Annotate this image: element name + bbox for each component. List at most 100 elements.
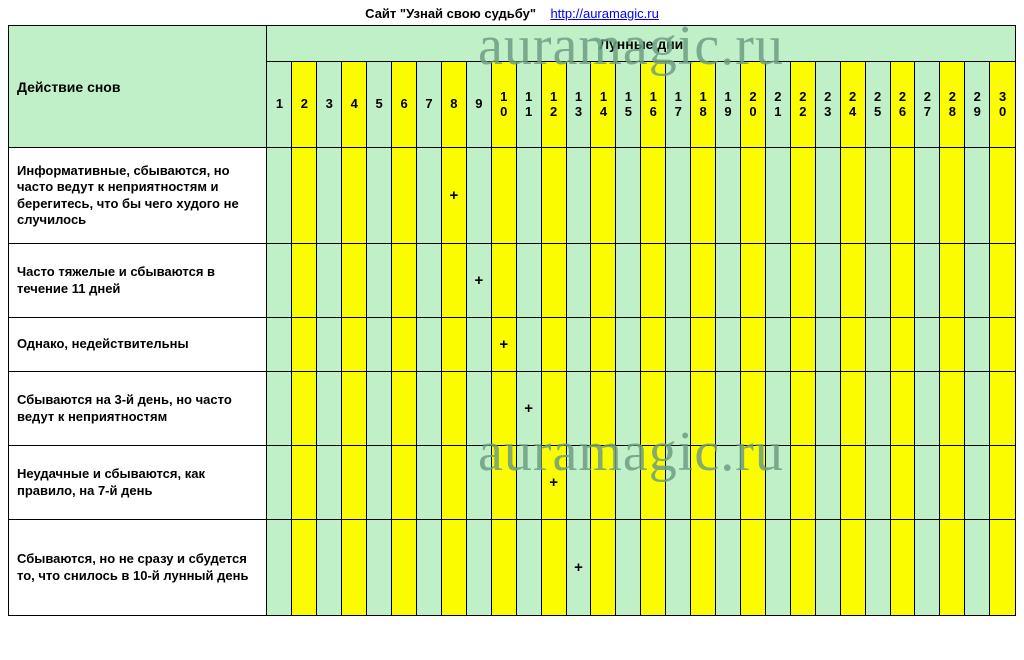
- day-header-13: 13: [566, 62, 591, 148]
- cell: [541, 318, 566, 372]
- cell: [915, 446, 940, 520]
- cell: [965, 520, 990, 616]
- cell: [392, 446, 417, 520]
- cell: [392, 148, 417, 244]
- cell: [541, 148, 566, 244]
- day-header-25: 25: [865, 62, 890, 148]
- cell: [516, 244, 541, 318]
- cell: [666, 520, 691, 616]
- cell: [666, 244, 691, 318]
- cell: [591, 520, 616, 616]
- day-header-8: 8: [441, 62, 466, 148]
- cell: [342, 148, 367, 244]
- day-header-5: 5: [367, 62, 392, 148]
- day-header-11: 11: [516, 62, 541, 148]
- site-link[interactable]: http://auramagic.ru: [550, 6, 658, 21]
- lunar-table: Действие снов Лунные дни 123456789101112…: [8, 25, 1016, 616]
- cell: [840, 446, 865, 520]
- day-header-9: 9: [466, 62, 491, 148]
- cell: [616, 372, 641, 446]
- cell: [292, 520, 317, 616]
- cell: +: [541, 446, 566, 520]
- cell: [890, 244, 915, 318]
- cell: [965, 318, 990, 372]
- cell: [666, 446, 691, 520]
- day-header-18: 18: [691, 62, 716, 148]
- cell: [441, 520, 466, 616]
- day-header-19: 19: [716, 62, 741, 148]
- cell: [865, 372, 890, 446]
- cell: [541, 244, 566, 318]
- cell: [965, 372, 990, 446]
- cell: [765, 520, 790, 616]
- cell: [566, 318, 591, 372]
- day-header-27: 27: [915, 62, 940, 148]
- cell: [292, 148, 317, 244]
- cell: [417, 244, 442, 318]
- cell: [466, 318, 491, 372]
- table-row: Сбываются на 3-й день, но часто ведут к …: [9, 372, 1016, 446]
- cell: [317, 244, 342, 318]
- cell: [716, 244, 741, 318]
- cell: [466, 520, 491, 616]
- cell: [566, 148, 591, 244]
- cell: [865, 520, 890, 616]
- cell: [541, 372, 566, 446]
- cell: [591, 148, 616, 244]
- cell: [890, 446, 915, 520]
- cell: [417, 520, 442, 616]
- row-label: Сбываются, но не сразу и сбудется то, чт…: [9, 520, 267, 616]
- day-header-24: 24: [840, 62, 865, 148]
- cell: [641, 148, 666, 244]
- cell: [940, 520, 965, 616]
- cell: [815, 318, 840, 372]
- day-header-10: 10: [491, 62, 516, 148]
- cell: [466, 446, 491, 520]
- cell: [865, 318, 890, 372]
- cell: [940, 318, 965, 372]
- day-header-3: 3: [317, 62, 342, 148]
- cell: [815, 520, 840, 616]
- day-header-29: 29: [965, 62, 990, 148]
- cell: [790, 520, 815, 616]
- table-row: Однако, недействительны+: [9, 318, 1016, 372]
- cell: [865, 244, 890, 318]
- cell: [765, 446, 790, 520]
- cell: [342, 372, 367, 446]
- cell: [516, 446, 541, 520]
- cell: [342, 520, 367, 616]
- cell: [691, 244, 716, 318]
- cell: [815, 446, 840, 520]
- day-header-2: 2: [292, 62, 317, 148]
- cell: [940, 244, 965, 318]
- cell: [965, 446, 990, 520]
- cell: [591, 372, 616, 446]
- table-row: Сбываются, но не сразу и сбудется то, чт…: [9, 520, 1016, 616]
- cell: [267, 520, 292, 616]
- cell: [392, 372, 417, 446]
- cell: [441, 318, 466, 372]
- cell: [616, 244, 641, 318]
- cell: [691, 372, 716, 446]
- cell: [890, 372, 915, 446]
- cell: [641, 446, 666, 520]
- cell: [865, 148, 890, 244]
- cell: [491, 520, 516, 616]
- cell: [741, 372, 766, 446]
- row-label: Информативные, сбываются, но часто ведут…: [9, 148, 267, 244]
- cell: [815, 148, 840, 244]
- cell: [840, 148, 865, 244]
- site-header: Сайт "Узнай свою судьбу" http://auramagi…: [8, 6, 1016, 21]
- cell: [940, 446, 965, 520]
- cell: [741, 148, 766, 244]
- cell: [890, 318, 915, 372]
- cell: [441, 446, 466, 520]
- cell: [790, 372, 815, 446]
- cell: [417, 372, 442, 446]
- cell: [890, 148, 915, 244]
- cell: [367, 148, 392, 244]
- day-header-1: 1: [267, 62, 292, 148]
- cell: [741, 520, 766, 616]
- cell: [840, 318, 865, 372]
- cell: [716, 372, 741, 446]
